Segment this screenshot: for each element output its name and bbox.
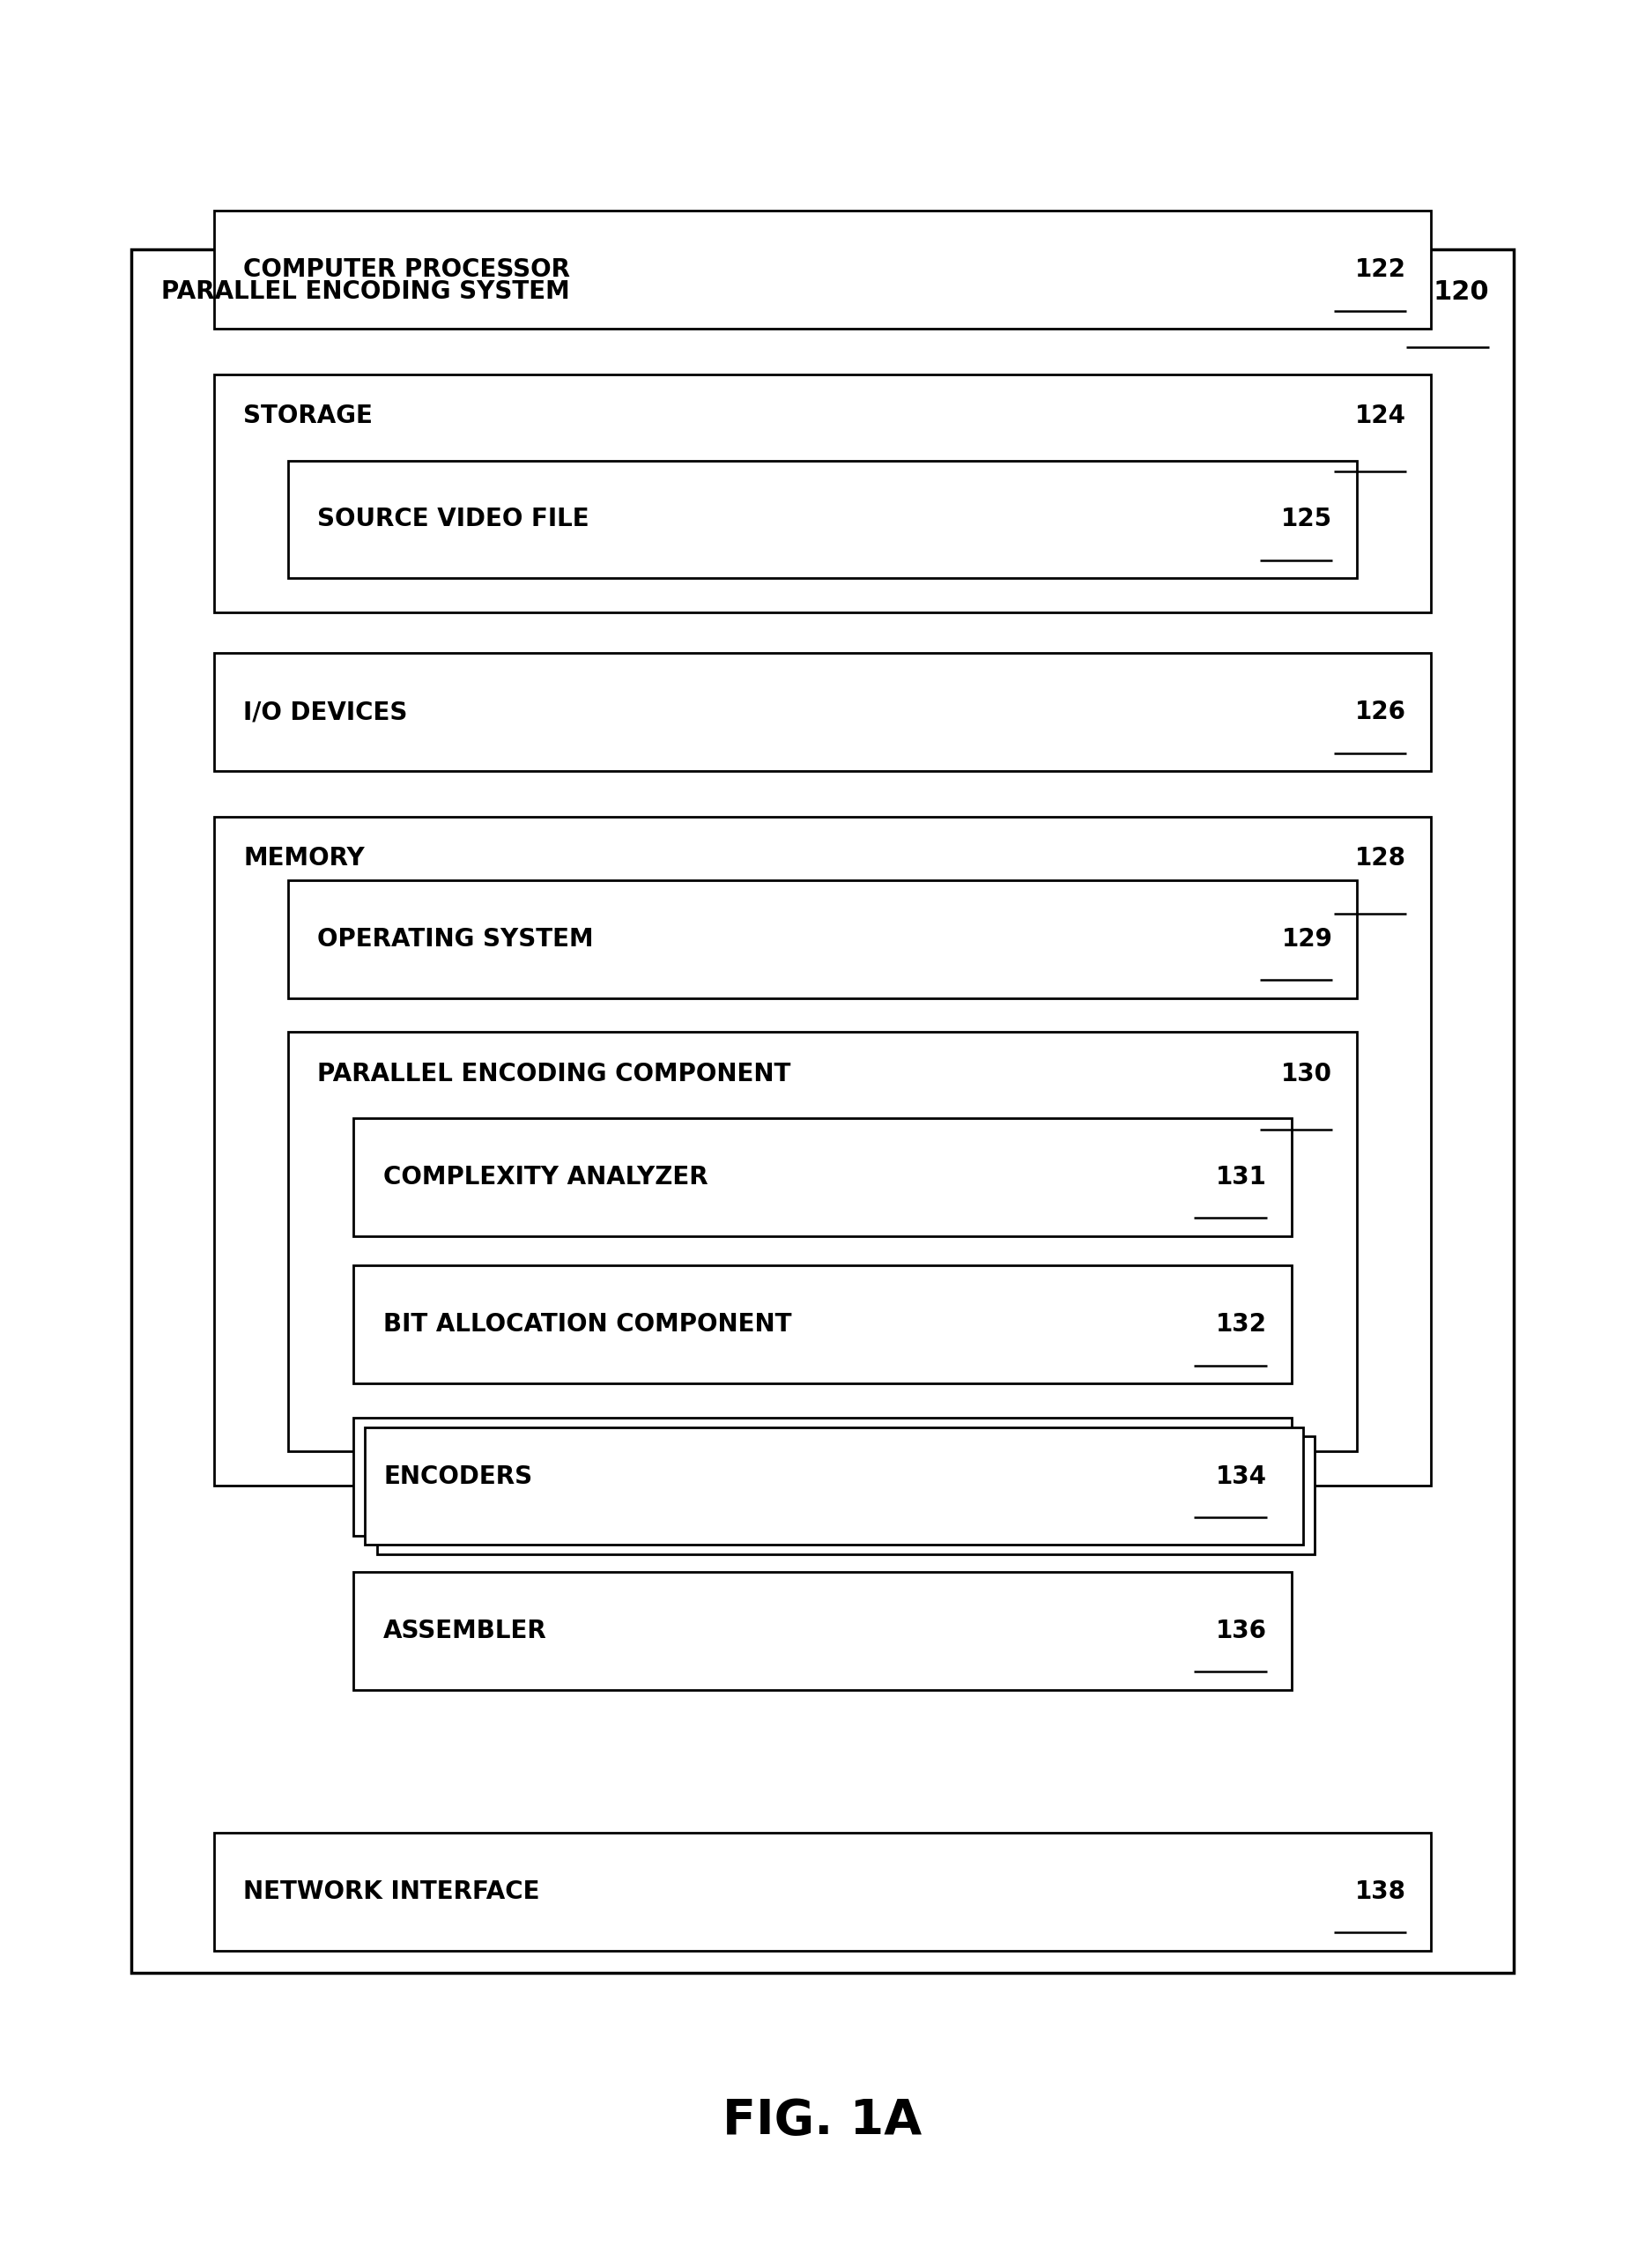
Bar (354, 1118, 1291, 1236)
Bar (354, 1418, 1291, 1535)
Bar (214, 374, 1431, 612)
Bar (214, 816, 1431, 1486)
Text: 136: 136 (1216, 1619, 1267, 1642)
Text: NETWORK INTERFACE: NETWORK INTERFACE (243, 1880, 540, 1903)
Text: 132: 132 (1216, 1313, 1267, 1336)
Text: OPERATING SYSTEM: OPERATING SYSTEM (317, 928, 594, 950)
Text: STORAGE: STORAGE (243, 404, 373, 429)
Text: FIG. 1A: FIG. 1A (722, 2098, 923, 2143)
Bar (288, 880, 1357, 998)
Text: 129: 129 (1281, 928, 1332, 950)
Bar (365, 1427, 1303, 1545)
Text: 128: 128 (1355, 846, 1406, 871)
Text: 125: 125 (1281, 508, 1332, 531)
Bar (288, 1032, 1357, 1452)
Bar (214, 211, 1431, 329)
Text: 126: 126 (1355, 701, 1406, 723)
Bar (377, 1436, 1314, 1554)
Bar (214, 653, 1431, 771)
Text: ENCODERS: ENCODERS (383, 1465, 533, 1488)
Bar (214, 1833, 1431, 1950)
Text: I/O DEVICES: I/O DEVICES (243, 701, 408, 723)
Text: COMPLEXITY ANALYZER: COMPLEXITY ANALYZER (383, 1166, 707, 1188)
Text: 120: 120 (1433, 279, 1489, 304)
Text: BIT ALLOCATION COMPONENT: BIT ALLOCATION COMPONENT (383, 1313, 791, 1336)
Text: 131: 131 (1216, 1166, 1267, 1188)
Text: PARALLEL ENCODING SYSTEM: PARALLEL ENCODING SYSTEM (161, 279, 569, 304)
Bar (354, 1266, 1291, 1383)
Text: ASSEMBLER: ASSEMBLER (383, 1619, 546, 1642)
Text: 130: 130 (1281, 1061, 1332, 1086)
Text: 124: 124 (1355, 404, 1406, 429)
Text: MEMORY: MEMORY (243, 846, 365, 871)
Text: 134: 134 (1216, 1465, 1267, 1488)
Text: 122: 122 (1355, 259, 1406, 281)
Text: SOURCE VIDEO FILE: SOURCE VIDEO FILE (317, 508, 589, 531)
Bar (288, 460, 1357, 578)
Text: COMPUTER PROCESSOR: COMPUTER PROCESSOR (243, 259, 571, 281)
Text: 138: 138 (1355, 1880, 1406, 1903)
Bar (132, 249, 1513, 1973)
Bar (354, 1572, 1291, 1690)
Text: PARALLEL ENCODING COMPONENT: PARALLEL ENCODING COMPONENT (317, 1061, 791, 1086)
